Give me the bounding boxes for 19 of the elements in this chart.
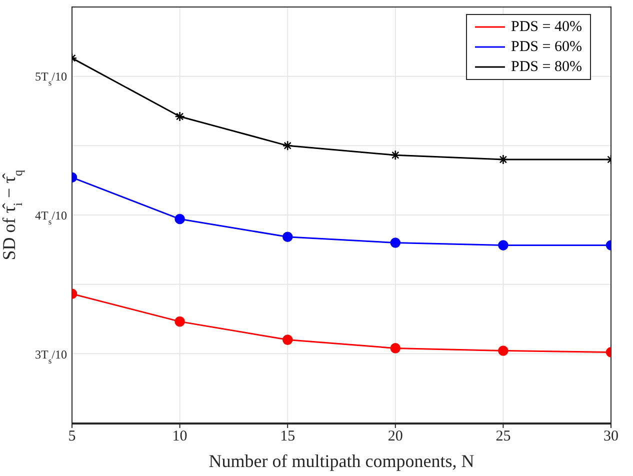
point [282, 232, 293, 242]
text: 3T$_{s}$/10 [35, 348, 67, 365]
x-tick-label: 25 [496, 428, 511, 445]
x-tick-label: 30 [604, 428, 618, 445]
x-tick-label: 10 [172, 428, 188, 445]
point [282, 140, 293, 151]
point [282, 334, 293, 345]
legend-label: PDS = 40% [511, 18, 582, 37]
point [390, 238, 401, 248]
x-tick-label: 15 [280, 428, 296, 445]
x-axis-title: Number of multipath components, N [208, 451, 474, 471]
legend-label: PDS = 60% [511, 38, 582, 57]
x-tick-label: 20 [388, 428, 403, 445]
text: 4T$_{s}$/10 [35, 208, 67, 226]
point [390, 343, 401, 354]
point [390, 150, 401, 160]
legend-label: PDS = 80% [511, 58, 582, 77]
x-tick-label: 5 [68, 428, 76, 445]
text: 5T$_{s}$/10 [35, 70, 67, 87]
